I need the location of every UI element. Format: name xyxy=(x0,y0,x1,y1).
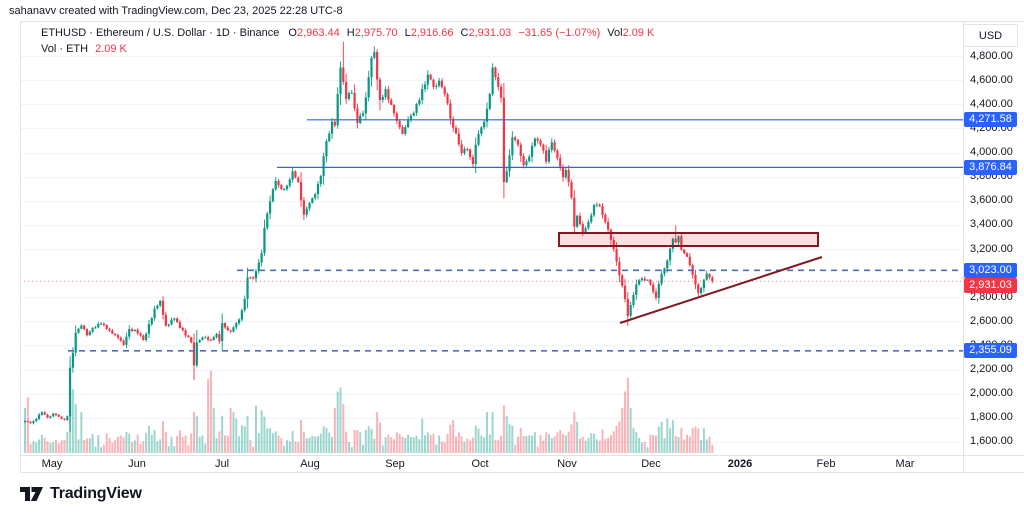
high-label: H xyxy=(346,27,355,39)
price-tick-label: 2,800.00 xyxy=(970,290,1013,303)
price-tick-label: 3,600.00 xyxy=(970,194,1013,207)
tradingview-logo[interactable]: TradingView xyxy=(20,485,142,503)
close-value: 2,931.03 xyxy=(468,27,512,39)
time-axis-label: Aug xyxy=(300,458,320,470)
change-value: −31.65 (−1.07%) xyxy=(518,27,601,39)
time-axis-label: Jul xyxy=(214,458,230,470)
price-tick-label: 2,200.00 xyxy=(970,363,1013,375)
price-tick-label: 2,600.00 xyxy=(970,314,1013,327)
price-tick-label: 1,800.00 xyxy=(970,411,1013,424)
price-tick-label: 1,600.00 xyxy=(970,435,1013,448)
time-axis-label: Feb xyxy=(816,458,836,470)
level-price-badge: 3,876.84 xyxy=(964,159,1017,175)
volume-label: Vol xyxy=(607,27,623,39)
price-tick-label: 4,400.00 xyxy=(970,97,1013,110)
tradingview-logo-text: TradingView xyxy=(50,485,142,502)
last-price-badge: 2,931.03 xyxy=(964,277,1017,293)
attribution-text: sahanavv created with TradingView.com, D… xyxy=(9,5,343,17)
time-axis-label: May xyxy=(41,458,63,470)
price-scale-unit: USD xyxy=(963,24,1018,47)
tradingview-logo-icon xyxy=(20,486,43,501)
time-axis-label: Dec xyxy=(641,458,661,470)
volume-value: 2.09 K xyxy=(622,27,655,39)
price-tick-label: 4,800.00 xyxy=(970,49,1013,62)
symbol-legend: ETHUSD · Ethereum / U.S. Dollar · 1D · B… xyxy=(41,26,654,57)
close-label: C xyxy=(460,27,469,39)
open-label: O xyxy=(288,27,297,39)
level-price-badge: 3,023.00 xyxy=(964,262,1017,278)
price-tick-label: 3,400.00 xyxy=(970,218,1013,231)
time-axis-label: Mar xyxy=(895,458,915,470)
price-tick-label: 2,000.00 xyxy=(970,387,1013,400)
volume-indicator-value: 2.09 K xyxy=(95,43,127,55)
time-axis-label: Nov xyxy=(557,458,577,470)
price-tick-label: 3,200.00 xyxy=(970,242,1013,255)
level-price-badge: 2,355.09 xyxy=(964,343,1017,359)
open-value: 2,963.44 xyxy=(296,27,340,39)
symbol-title: ETHUSD · Ethereum / U.S. Dollar · 1D · B… xyxy=(41,27,280,39)
high-value: 2,975.70 xyxy=(354,27,398,39)
level-price-badge: 4,271.58 xyxy=(964,112,1017,128)
time-axis-label: Jun xyxy=(128,458,146,470)
time-axis-label: 2026 xyxy=(727,458,753,470)
low-label: L xyxy=(404,27,411,39)
volume-indicator-row: Vol · ETH 2.09 K xyxy=(41,42,654,57)
time-axis-label: Oct xyxy=(471,458,489,470)
volume-indicator-label: Vol · ETH xyxy=(41,43,89,55)
symbol-ohlc-row: ETHUSD · Ethereum / U.S. Dollar · 1D · B… xyxy=(41,26,654,41)
price-tick-label: 4,600.00 xyxy=(970,73,1013,86)
price-tick-label: 4,000.00 xyxy=(970,146,1013,158)
low-value: 2,916.66 xyxy=(410,27,454,39)
time-axis-label: Sep xyxy=(385,458,405,470)
